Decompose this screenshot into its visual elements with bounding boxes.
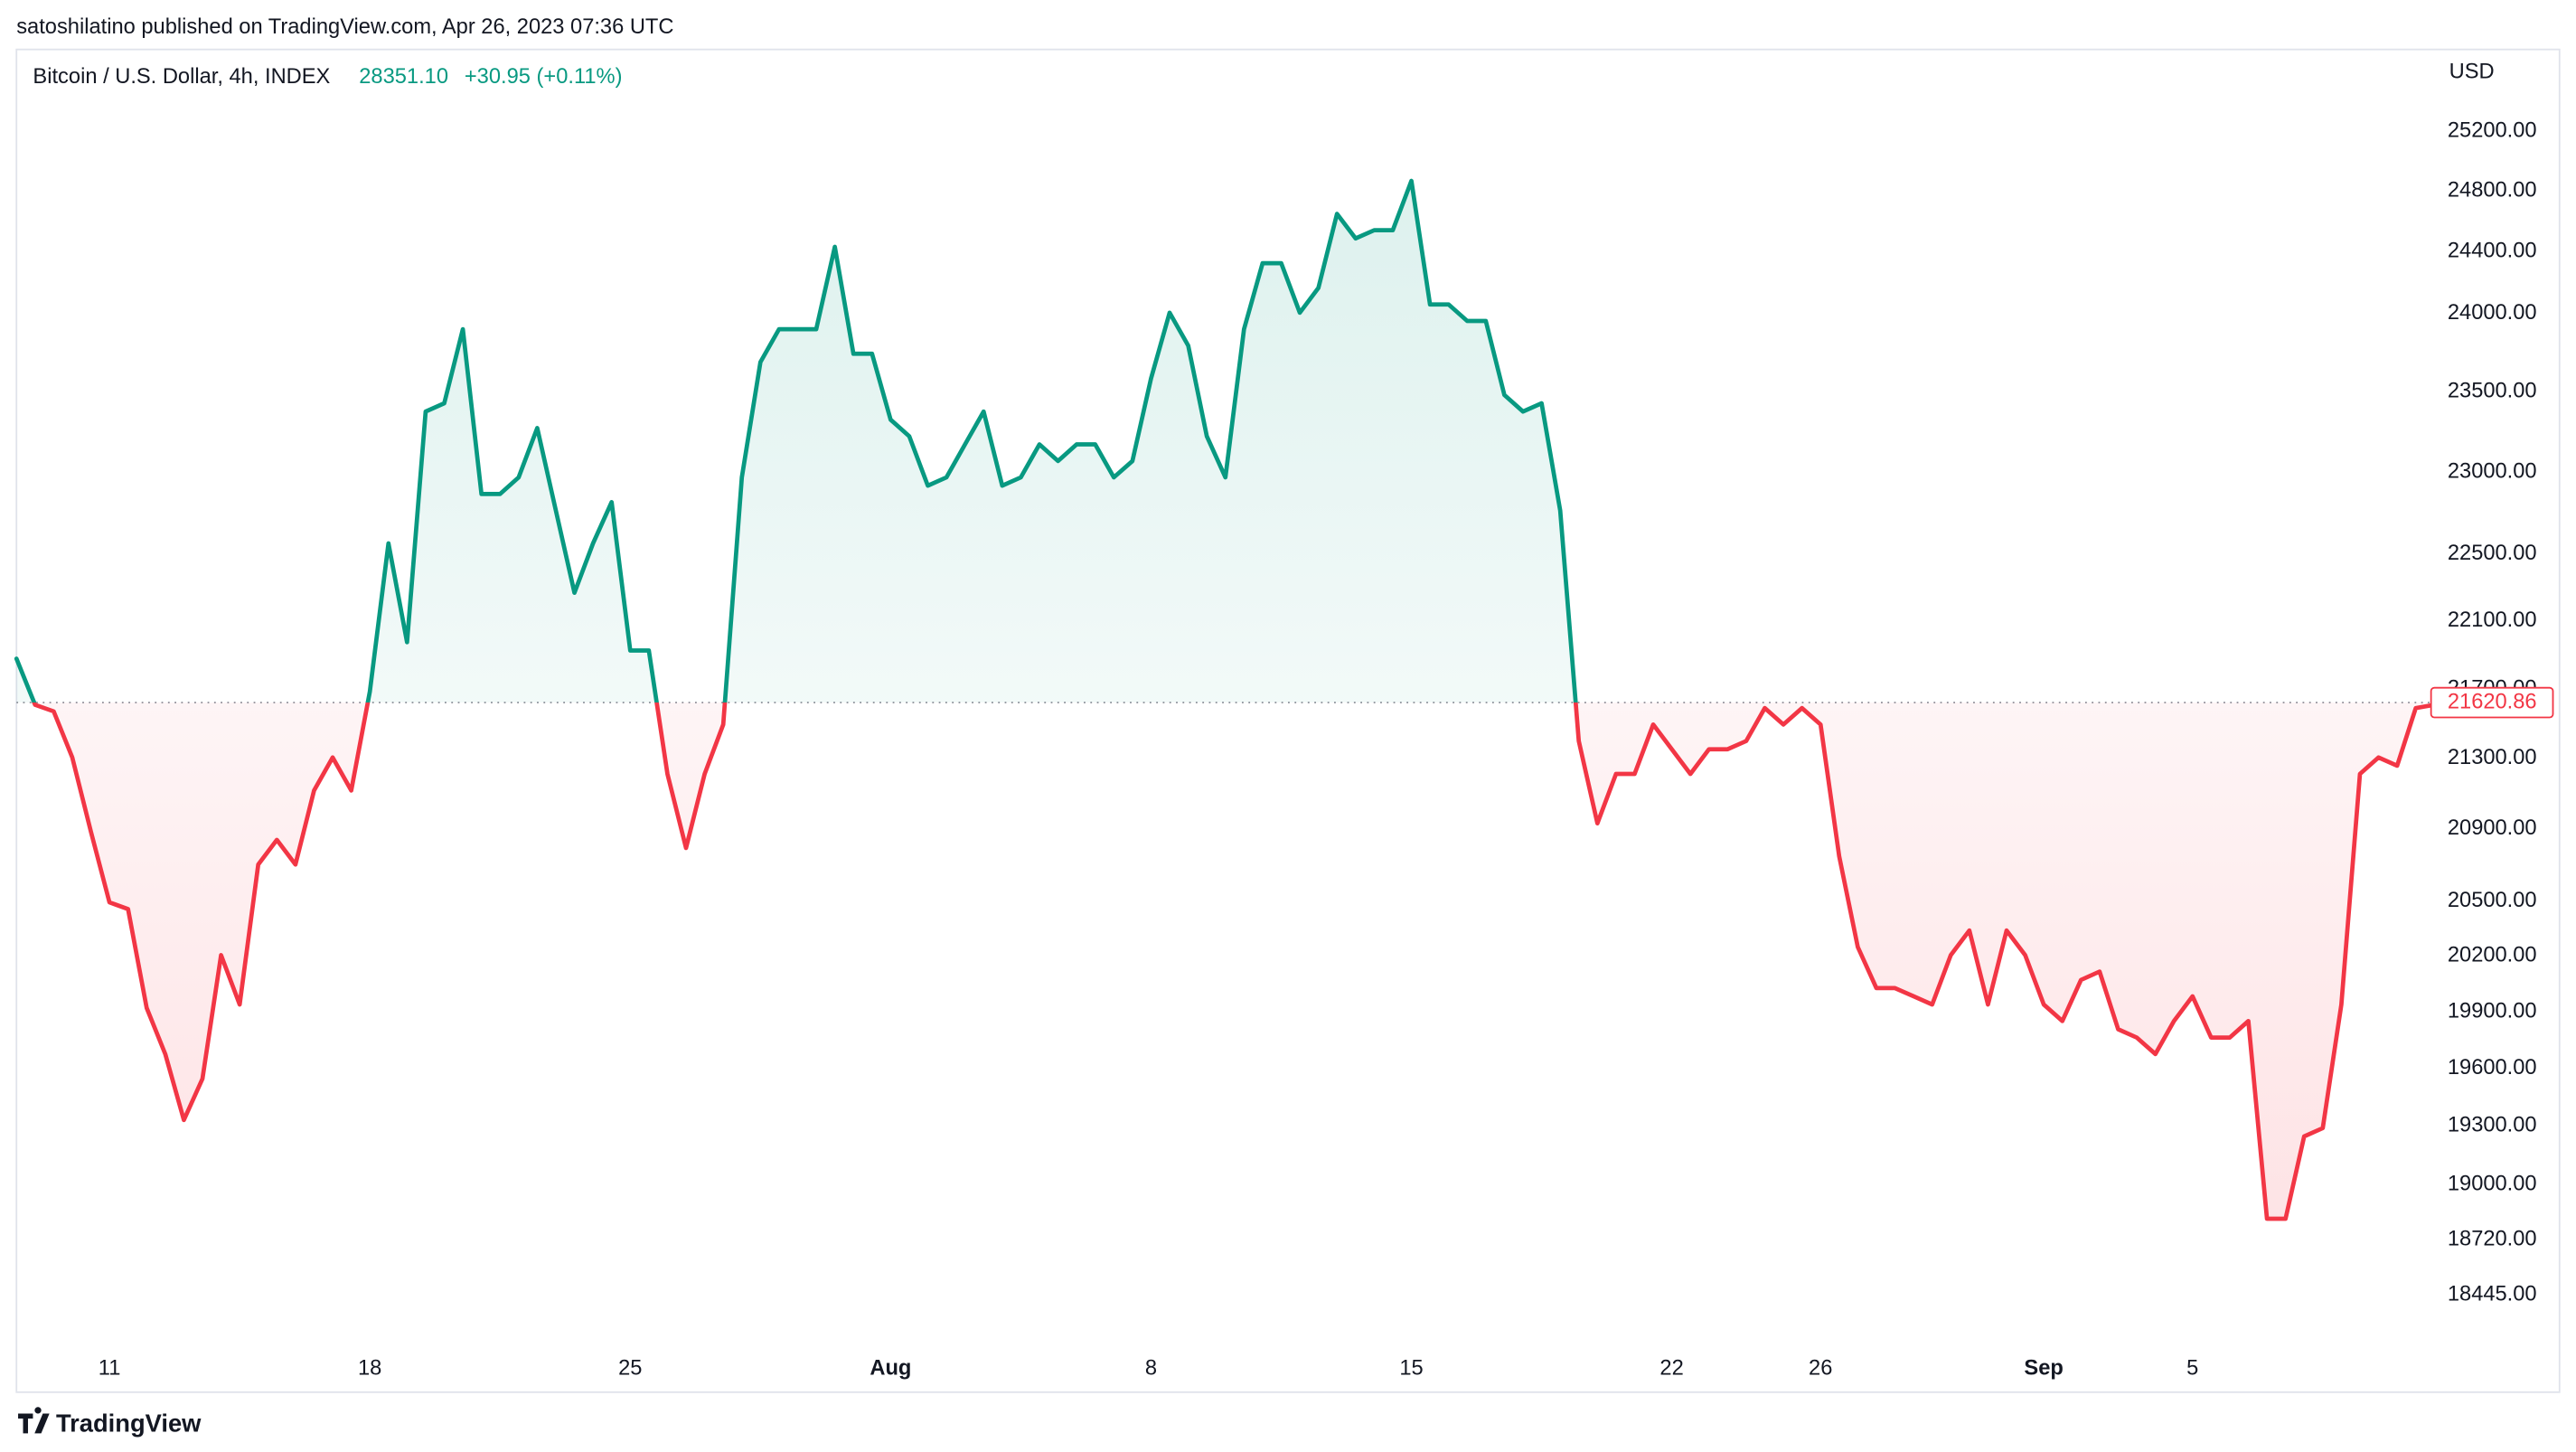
y-tick-label: 24800.00	[2448, 179, 2537, 203]
y-tick-label: 21300.00	[2448, 746, 2537, 769]
y-tick-label: 25200.00	[2448, 119, 2537, 143]
plot: 25200.00 24800.00 24400.00 24000.00 23500.00…	[14, 119, 2554, 1381]
price-line	[14, 178, 2437, 1221]
y-tick-label: 23000.00	[2448, 459, 2537, 483]
y-tick-label: 22500.00	[2448, 542, 2537, 565]
chart-frame	[15, 48, 2561, 1393]
y-tick-label: 19600.00	[2448, 1056, 2537, 1080]
y-tick-label: 19900.00	[2448, 999, 2537, 1023]
y-tick-label: 24000.00	[2448, 301, 2537, 325]
legend-change: +30.95 (+0.11%)	[465, 65, 623, 89]
y-tick-label: 18720.00	[2448, 1227, 2537, 1250]
x-tick-label: 11	[99, 1357, 121, 1381]
price-label: 21620.86	[2448, 690, 2537, 713]
x-tick-label: 5	[2186, 1357, 2198, 1381]
y-tick-label: 22100.00	[2448, 608, 2537, 632]
y-axis-label: USD	[2449, 60, 2495, 83]
x-tick-label: Aug	[870, 1357, 911, 1381]
x-tick-label: 18	[358, 1357, 381, 1381]
y-tick-label: 19300.00	[2448, 1114, 2537, 1137]
x-tick-label: 22	[1659, 1357, 1683, 1381]
y-tick-label: 18445.00	[2448, 1283, 2537, 1306]
baseline-area	[16, 181, 2435, 1219]
brand: TradingView	[56, 1409, 202, 1437]
y-tick-label: 23500.00	[2448, 380, 2537, 403]
publisher-note: satoshilatino published on TradingView.c…	[16, 15, 673, 39]
price-label-box	[2430, 686, 2554, 719]
x-tick-label: 15	[1399, 1357, 1423, 1381]
y-tick-label: 20200.00	[2448, 944, 2537, 967]
legend-price: 28351.10	[359, 65, 448, 89]
x-tick-label: 8	[1145, 1357, 1157, 1381]
x-tick-label: 26	[1809, 1357, 1832, 1381]
brand-logo	[18, 1407, 50, 1434]
x-tick-label: Sep	[2024, 1357, 2063, 1381]
y-tick-label: 24400.00	[2448, 240, 2537, 263]
chart-title: Bitcoin / U.S. Dollar, 4h, INDEX	[33, 65, 330, 89]
y-tick-label: 20500.00	[2448, 889, 2537, 912]
y-tick-label: 19000.00	[2448, 1172, 2537, 1195]
x-tick-label: 25	[618, 1357, 642, 1381]
y-tick-label: 20900.00	[2448, 816, 2537, 840]
